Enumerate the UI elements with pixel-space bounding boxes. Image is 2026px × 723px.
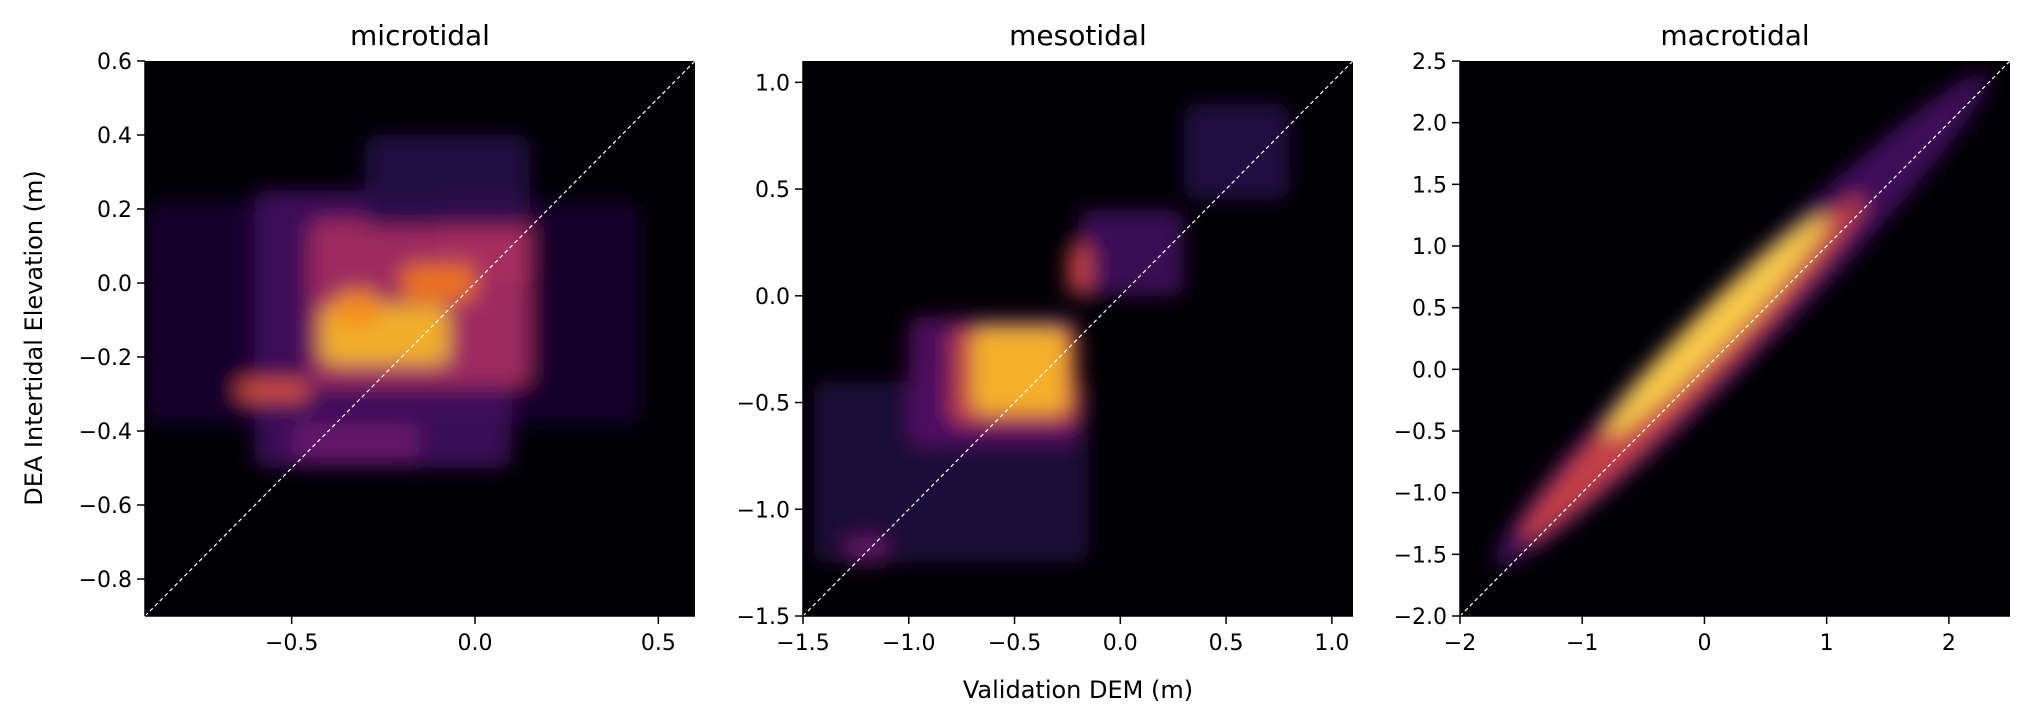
one-to-one-line bbox=[803, 61, 1353, 616]
axes: −2 −1 0 1 2 −2.0 −1.5 −1.0 −0.5 0.0 0.5 1.0 1.5 2.0 2.… bbox=[1394, 50, 2010, 656]
y-tick-label: −0.5 bbox=[1394, 420, 1447, 445]
one-to-one-line bbox=[1460, 61, 2010, 616]
y-tick-label: 0.0 bbox=[755, 285, 790, 310]
density-cell bbox=[365, 135, 530, 228]
y-tick-label: −0.8 bbox=[79, 568, 132, 593]
one-to-one-line bbox=[145, 61, 695, 616]
y-tick-label: 0.6 bbox=[97, 50, 132, 75]
density-cell bbox=[1078, 210, 1184, 296]
y-tick-label: 0.0 bbox=[1412, 358, 1447, 383]
panel-mesotidal: mesotidal −1.5 −1.0 −0.5 0.0 0.5 1.0−1.5−1.0−… bbox=[737, 19, 1353, 656]
x-tick-label: −0.5 bbox=[988, 631, 1041, 656]
panel-title: mesotidal bbox=[1009, 19, 1147, 52]
y-tick-label: 0.4 bbox=[97, 124, 132, 149]
x-tick-label: −2 bbox=[1444, 631, 1476, 656]
y-tick-label: −0.4 bbox=[79, 420, 132, 445]
y-tick-label: −0.2 bbox=[79, 346, 132, 371]
y-tick-label: −1.5 bbox=[1394, 543, 1447, 568]
y-tick-label: −2.0 bbox=[1394, 605, 1447, 630]
density-cell bbox=[335, 290, 380, 328]
y-tick-label: 0.5 bbox=[1412, 297, 1447, 322]
density-cell bbox=[236, 379, 310, 402]
y-tick-label: −0.6 bbox=[79, 494, 132, 519]
y-axis-label: DEA Intertidal Elevation (m) bbox=[20, 170, 48, 506]
y-tick-label: −0.5 bbox=[737, 392, 790, 417]
x-tick-label: 2 bbox=[1942, 631, 1956, 656]
x-tick-label: 0.5 bbox=[1209, 631, 1244, 656]
x-tick-label: −1.5 bbox=[776, 631, 829, 656]
x-tick-label: 0.0 bbox=[458, 631, 493, 656]
panel-microtidal: microtidal −0.5 0.0 0.5 −0.8 −0.6 −0.4 −0.2 0.0… bbox=[79, 19, 695, 656]
y-tick-label: −1.0 bbox=[1394, 482, 1447, 507]
y-tick-label: 2.5 bbox=[1412, 50, 1447, 75]
density-cell bbox=[291, 423, 420, 461]
x-tick-label: −1.0 bbox=[882, 631, 935, 656]
density-layer bbox=[1494, 73, 1989, 567]
panel-title: microtidal bbox=[350, 19, 490, 52]
x-tick-label: −1 bbox=[1566, 631, 1598, 656]
density-layer bbox=[813, 103, 1290, 563]
panel-macrotidal: macrotidal −2 −1 0 1 2 −2.0 −1.5 −1.0 −0.5 0.0 0.5… bbox=[1394, 19, 2010, 656]
density-cell bbox=[401, 264, 475, 302]
density-cell bbox=[972, 327, 1068, 414]
y-tick-label: 0.2 bbox=[97, 198, 132, 223]
y-tick-label: 2.0 bbox=[1412, 112, 1447, 137]
y-tick-label: −1.5 bbox=[737, 605, 790, 630]
y-tick-label: −1.0 bbox=[737, 498, 790, 523]
y-tick-label: 1.5 bbox=[1412, 173, 1447, 198]
x-tick-label: 1.0 bbox=[1314, 631, 1349, 656]
y-tick-label: 0.0 bbox=[97, 272, 132, 297]
density-layer bbox=[145, 135, 640, 468]
axes: −1.5 −1.0 −0.5 0.0 0.5 1.0 −1.5 −1.0 −0.5 0.0 0.5 1… bbox=[737, 61, 1353, 656]
density-cell bbox=[1183, 103, 1290, 200]
x-axis-label: Validation DEM (m) bbox=[963, 676, 1193, 704]
density-cell bbox=[1605, 214, 1828, 438]
x-tick-label: 0.0 bbox=[1103, 631, 1138, 656]
x-tick-label: 1 bbox=[1820, 631, 1834, 656]
y-tick-label: 1.0 bbox=[1412, 235, 1447, 260]
y-tick-label: 1.0 bbox=[755, 71, 790, 96]
panel-title: macrotidal bbox=[1660, 19, 1809, 52]
x-tick-label: −0.5 bbox=[265, 631, 318, 656]
axes: −0.5 0.0 0.5 −0.8 −0.6 −0.4 −0.2 0.0 0.2 0.4 0.6 bbox=[79, 50, 695, 656]
density-cell bbox=[1067, 242, 1093, 296]
density-cell bbox=[845, 537, 888, 563]
y-tick-label: 0.5 bbox=[755, 178, 790, 203]
x-tick-label: 0 bbox=[1697, 631, 1711, 656]
x-tick-label: 0.5 bbox=[641, 631, 676, 656]
